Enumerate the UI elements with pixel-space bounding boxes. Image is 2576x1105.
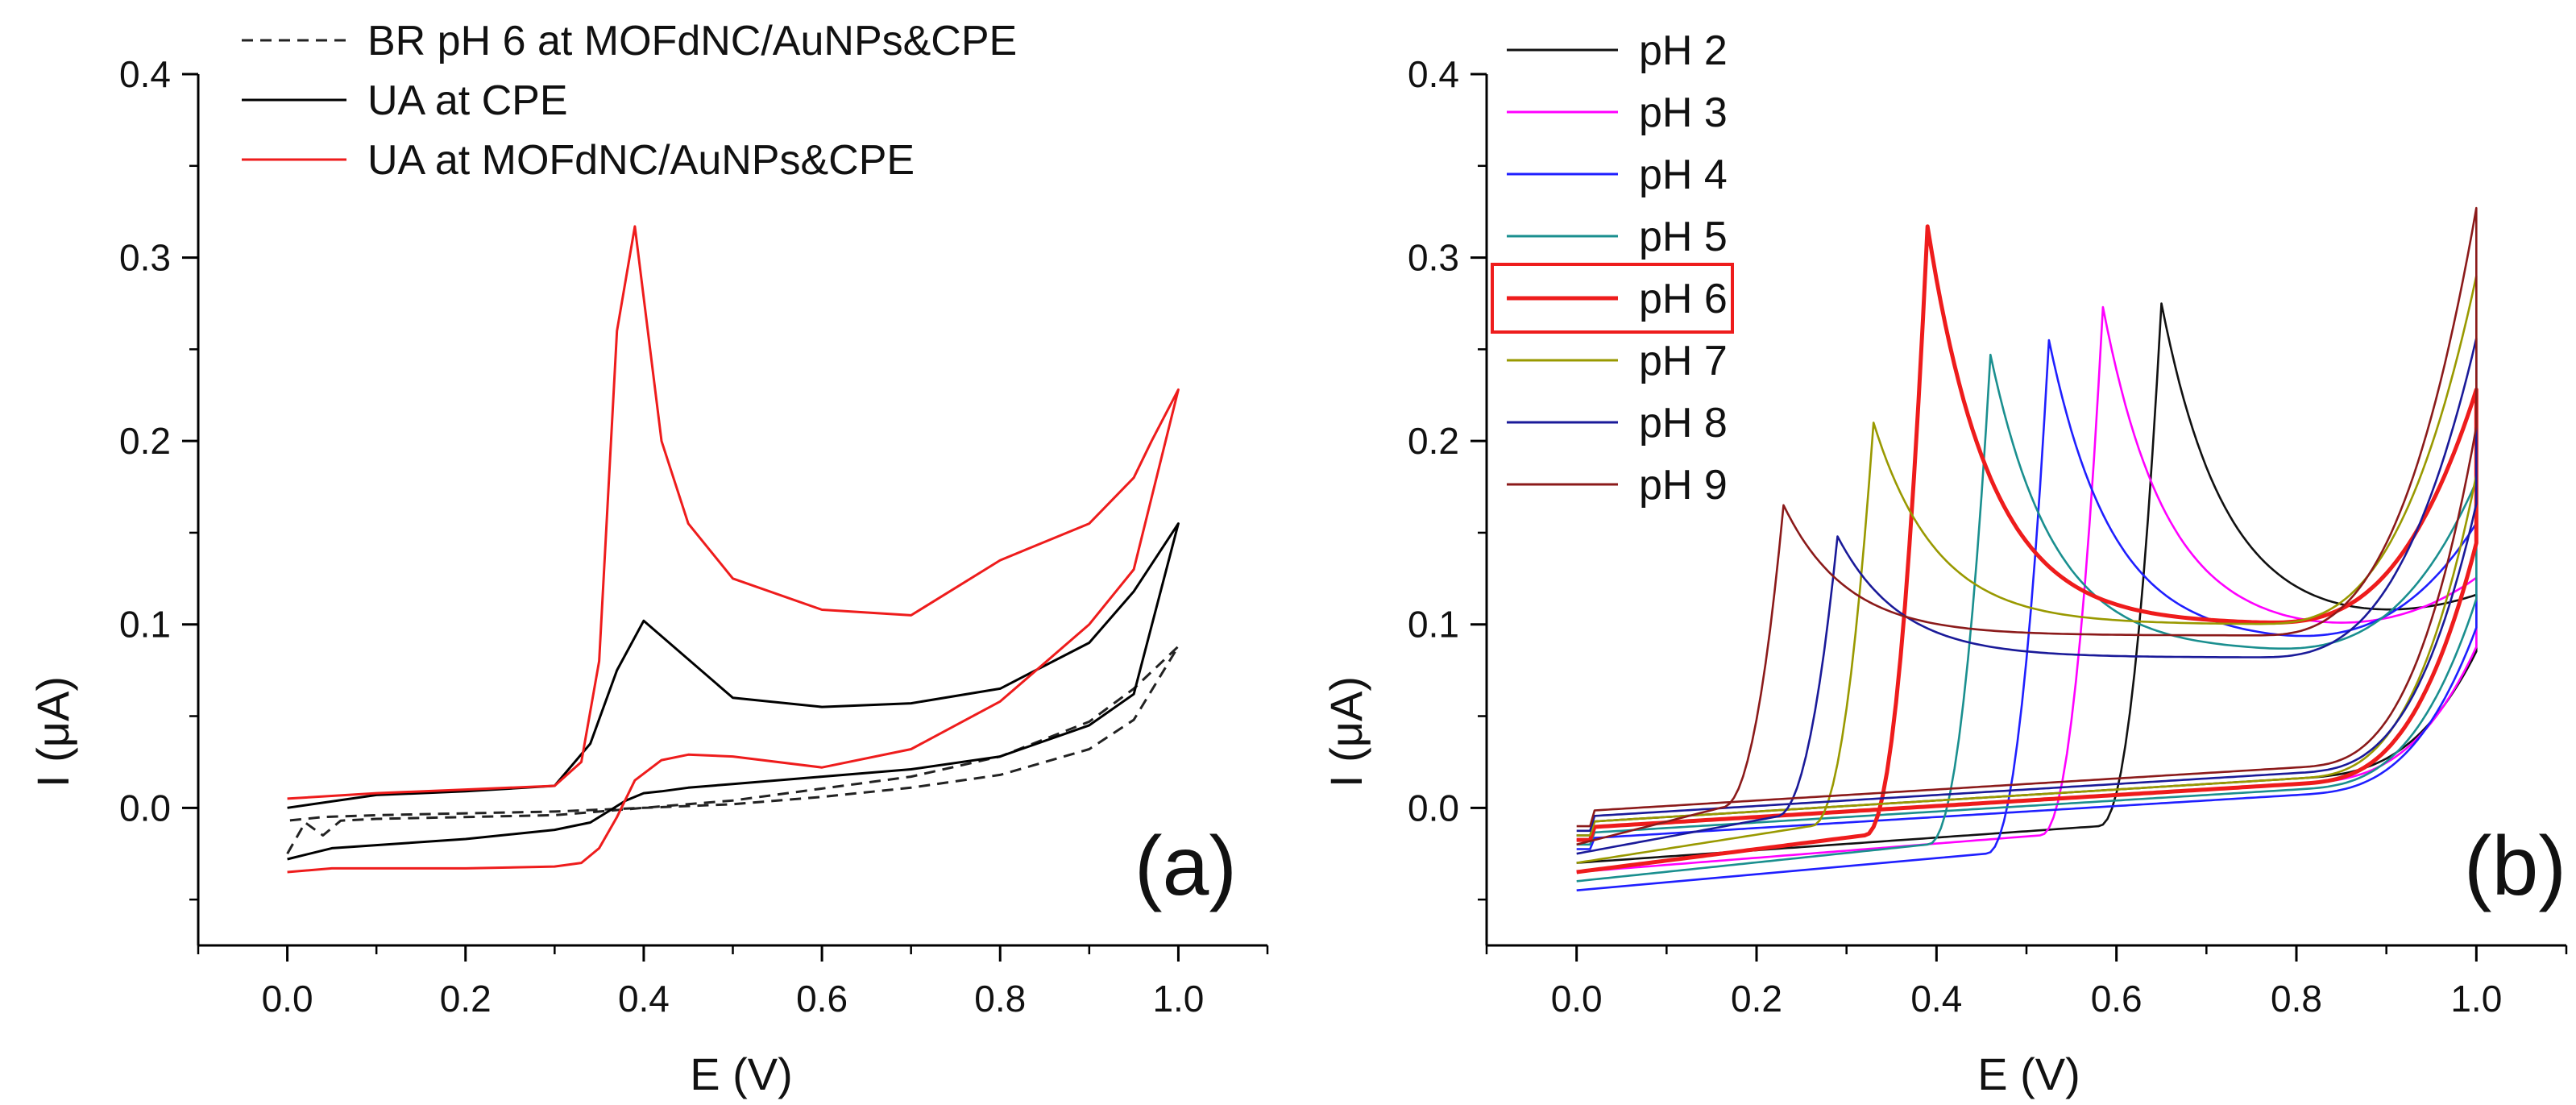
panel-a: 0.0 0.2 0.4 0.6 0.8 1.0 0.0 0.1 0.2 0.3 0.4 BR pH …	[27, 18, 1269, 1099]
legend-label: BR pH 6 at MOFdNC/AuNPs&CPE	[367, 18, 1017, 64]
panel-a-xlabel: E (V)	[690, 1049, 793, 1099]
x-tick-label: 0.4	[1910, 978, 1962, 1020]
legend-label: pH 3	[1639, 89, 1728, 136]
x-tick-label: 0.2	[440, 978, 492, 1020]
legend-label: UA at CPE	[367, 77, 568, 124]
series-line-ph-9	[1576, 206, 2478, 846]
legend-label: pH 9	[1639, 462, 1728, 509]
y-tick-label: 0.3	[119, 237, 171, 279]
y-tick-label: 0.0	[119, 787, 171, 829]
legend-label: pH 5	[1639, 214, 1728, 260]
x-tick-label: 0.6	[796, 978, 848, 1020]
x-tick-label: 0.0	[1551, 978, 1603, 1020]
panel-a-label: (a)	[1135, 820, 1237, 913]
series-line-2	[287, 522, 1180, 861]
y-tick-label: 0.0	[1408, 787, 1459, 829]
y-tick-label: 0.2	[1408, 420, 1459, 462]
series-line-3	[287, 225, 1180, 874]
series-line-ph-3	[1576, 305, 2478, 874]
legend-label: pH 8	[1639, 400, 1728, 447]
x-tick-label: 0.4	[618, 978, 670, 1020]
panel-b-label: (b)	[2464, 820, 2566, 913]
legend-label: pH 7	[1639, 338, 1728, 384]
series-line-1	[286, 645, 1180, 854]
y-tick-label: 0.1	[119, 604, 171, 646]
panel-b: 0.0 0.2 0.4 0.6 0.8 1.00.00.10.20.30.4 pH 2pH…	[1321, 27, 2568, 1099]
panel-b-ylabel: I (μA)	[1321, 676, 1371, 787]
panel-a-legend: BR pH 6 at MOFdNC/AuNPs&CPE UA at CPE UA a…	[242, 18, 1017, 184]
panel-b-xlabel: E (V)	[1977, 1049, 2080, 1099]
y-tick-label: 0.3	[1408, 237, 1459, 279]
panel-a-plot-area	[286, 225, 1180, 874]
x-tick-label: 1.0	[2450, 978, 2502, 1020]
y-tick-label: 0.4	[119, 53, 171, 95]
panel-b-legend: pH 2 pH 3 pH 4 pH 5 pH 6 pH 7 pH 8 pH 9	[1491, 27, 1734, 509]
x-tick-label: 0.8	[2271, 978, 2322, 1020]
legend-label: pH 2	[1639, 27, 1728, 74]
series-line-ph-6	[1576, 224, 2479, 874]
legend-label: pH 4	[1639, 152, 1728, 198]
y-tick-label: 0.1	[1408, 604, 1459, 646]
x-tick-label: 1.0	[1152, 978, 1204, 1020]
x-tick-label: 0.8	[974, 978, 1026, 1020]
panel-b-axes: 0.0 0.2 0.4 0.6 0.8 1.0 0.0 0.1 0.2 0.3 0.4	[1408, 53, 2568, 1020]
x-tick-label: 0.0	[262, 978, 313, 1020]
legend-highlight-box	[1491, 263, 1734, 334]
panel-a-axes: 0.0 0.2 0.4 0.6 0.8 1.0 0.0 0.1 0.2 0.3 0.4	[119, 53, 1269, 1020]
legend-label: pH 6	[1639, 276, 1728, 322]
panel-b-plot-area	[1576, 206, 2479, 891]
x-tick-label: 0.6	[2091, 978, 2143, 1020]
x-tick-label: 0.2	[1731, 978, 1782, 1020]
panel-a-ylabel: I (μA)	[27, 676, 78, 787]
y-tick-label: 0.2	[119, 420, 171, 462]
legend-label: UA at MOFdNC/AuNPs&CPE	[367, 137, 915, 184]
y-tick-label: 0.4	[1408, 53, 1459, 95]
